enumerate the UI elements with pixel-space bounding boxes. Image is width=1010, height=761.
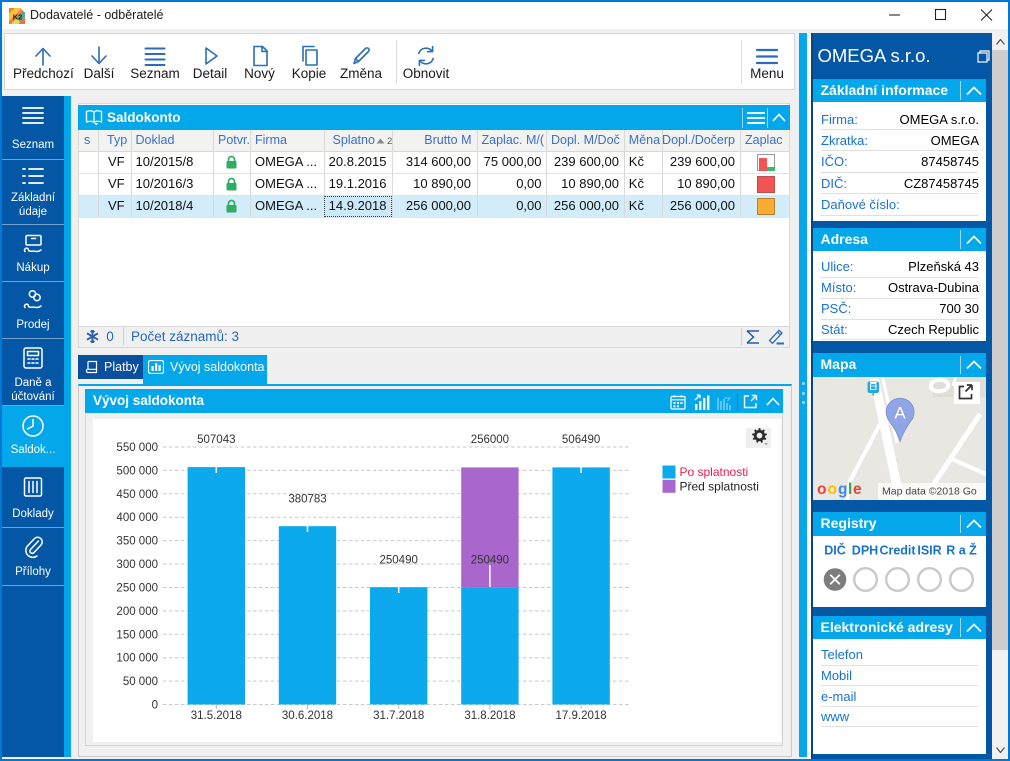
svg-text:30.6.2018: 30.6.2018 [282, 710, 333, 722]
svg-text:DIČ: DIČ [824, 542, 846, 557]
svg-text:g: g [838, 481, 848, 498]
svg-text:o: o [817, 481, 827, 498]
svg-text:500 000: 500 000 [116, 465, 158, 477]
svg-text:31.7.2018: 31.7.2018 [373, 710, 424, 722]
svg-text:A: A [894, 403, 906, 422]
svg-text:200 000: 200 000 [116, 606, 158, 618]
svg-text:550 000: 550 000 [116, 442, 158, 454]
svg-text:Před splatnosti: Před splatnosti [680, 479, 759, 493]
svg-text:Map data ©2018 Go: Map data ©2018 Go [882, 485, 977, 497]
svg-text:e: e [853, 481, 862, 498]
svg-text:300 000: 300 000 [116, 559, 158, 571]
svg-text:50 000: 50 000 [123, 676, 158, 688]
svg-text:K2: K2 [13, 12, 23, 21]
svg-text:DPH: DPH [851, 543, 877, 557]
svg-text:250490: 250490 [471, 555, 509, 567]
svg-text:l: l [848, 481, 853, 498]
svg-text:R a Ž: R a Ž [946, 542, 977, 557]
svg-text:31.5.2018: 31.5.2018 [191, 710, 242, 722]
svg-text:Po splatnosti: Po splatnosti [680, 465, 749, 479]
svg-text:380783: 380783 [288, 494, 326, 506]
svg-text:400 000: 400 000 [116, 512, 158, 524]
svg-text:256000: 256000 [471, 434, 509, 446]
svg-text:31.8.2018: 31.8.2018 [464, 710, 515, 722]
svg-text:100 000: 100 000 [116, 653, 158, 665]
svg-text:150 000: 150 000 [116, 629, 158, 641]
svg-text:506490: 506490 [562, 434, 600, 446]
svg-text:250 000: 250 000 [116, 583, 158, 595]
svg-text:350 000: 350 000 [116, 536, 158, 548]
svg-text:ISIR: ISIR [917, 543, 941, 557]
svg-text:0: 0 [152, 700, 158, 712]
svg-text:17.9.2018: 17.9.2018 [556, 710, 607, 722]
svg-text:507043: 507043 [197, 434, 235, 446]
svg-text:o: o [827, 481, 837, 498]
svg-text:250490: 250490 [380, 555, 418, 567]
svg-text:Credit: Credit [879, 543, 916, 557]
svg-text:450 000: 450 000 [116, 489, 158, 501]
